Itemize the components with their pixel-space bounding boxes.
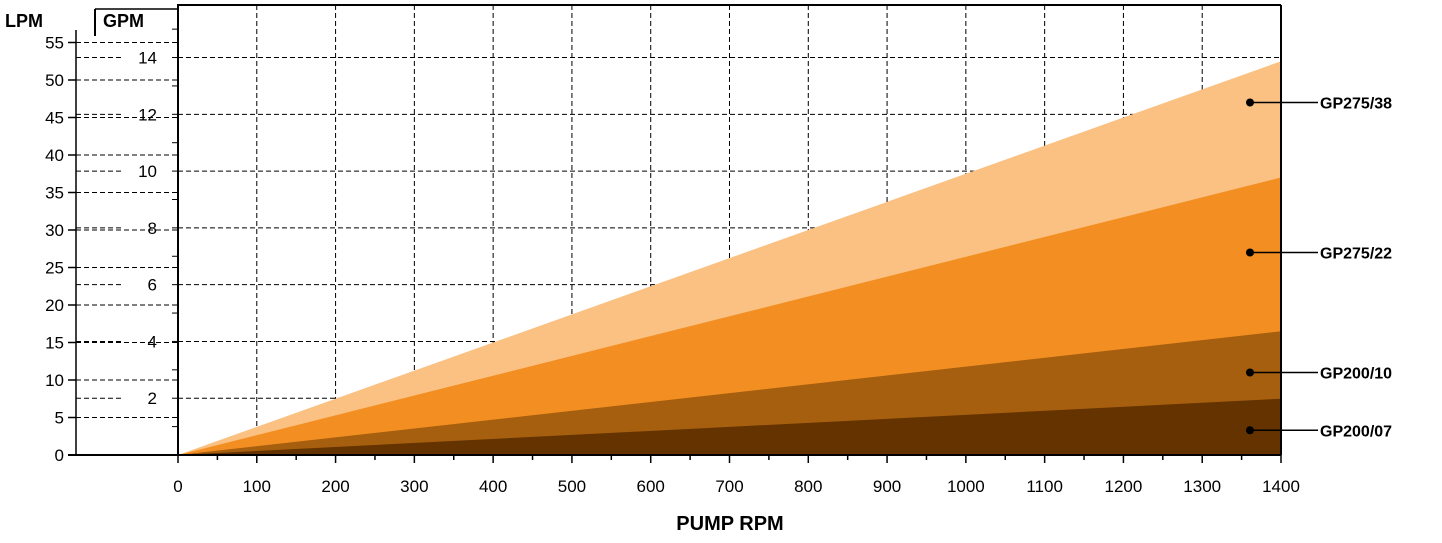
series-area — [178, 398, 1281, 455]
lpm-tick-label: 40 — [45, 146, 64, 165]
lpm-tick-label: 10 — [45, 371, 64, 390]
lpm-tick-label: 55 — [45, 34, 64, 53]
x-tick-label: 400 — [479, 477, 507, 496]
x-tick-label: 1300 — [1183, 477, 1221, 496]
x-tick-label: 1100 — [1026, 477, 1063, 496]
gpm-tick-label: 8 — [148, 219, 157, 238]
gpm-tick-label: 2 — [148, 389, 157, 408]
lpm-tick-label: 50 — [45, 71, 64, 90]
x-tick-label: 1200 — [1105, 477, 1143, 496]
gpm-tick-label: 10 — [138, 162, 157, 181]
lpm-tick-label: 0 — [55, 446, 64, 465]
gpm-tick-label: 6 — [148, 276, 157, 295]
lpm-tick-label: 5 — [55, 409, 64, 428]
series-label: GP200/10 — [1320, 366, 1392, 383]
series-label: GP200/07 — [1320, 423, 1392, 440]
gpm-tick-label: 14 — [138, 49, 157, 68]
x-tick-label: 900 — [873, 477, 901, 496]
x-tick-label: 700 — [715, 477, 743, 496]
x-tick-label: 800 — [794, 477, 822, 496]
series-label: GP275/38 — [1320, 96, 1392, 113]
lpm-unit-label: LPM — [5, 11, 43, 31]
series-labels: GP275/38 GP275/22 GP200/10 GP200/07 — [1246, 96, 1392, 440]
gpm-unit-label: GPM — [103, 11, 144, 31]
lpm-tick-label: 20 — [45, 296, 64, 315]
series-areas — [178, 61, 1281, 455]
lpm-tick-label: 35 — [45, 184, 64, 203]
x-tick-label: 600 — [637, 477, 665, 496]
x-tick-label: 1400 — [1262, 477, 1300, 496]
x-axis-title: PUMP RPM — [676, 513, 783, 535]
x-tick-label: 500 — [558, 477, 586, 496]
x-tick-label: 200 — [321, 477, 349, 496]
lpm-tick-label: 30 — [45, 221, 64, 240]
lpm-tick-label: 45 — [45, 109, 64, 128]
series-label: GP275/22 — [1320, 246, 1392, 263]
x-tick-label: 0 — [173, 477, 182, 496]
lpm-tick-label: 15 — [45, 334, 64, 353]
lpm-tick-label: 25 — [45, 259, 64, 278]
x-tick-label: 300 — [400, 477, 428, 496]
axes: 0 5 10 15 20 25 30 35 40 45 50 55 2 4 6 8 10 12 14 0 100 200 3… — [45, 8, 1300, 496]
gpm-tick-label: 12 — [138, 105, 157, 124]
gpm-tick-label: 4 — [148, 332, 157, 351]
plot-frame — [68, 4, 1282, 456]
x-tick-label: 100 — [243, 477, 271, 496]
x-tick-label: 1000 — [947, 477, 985, 496]
